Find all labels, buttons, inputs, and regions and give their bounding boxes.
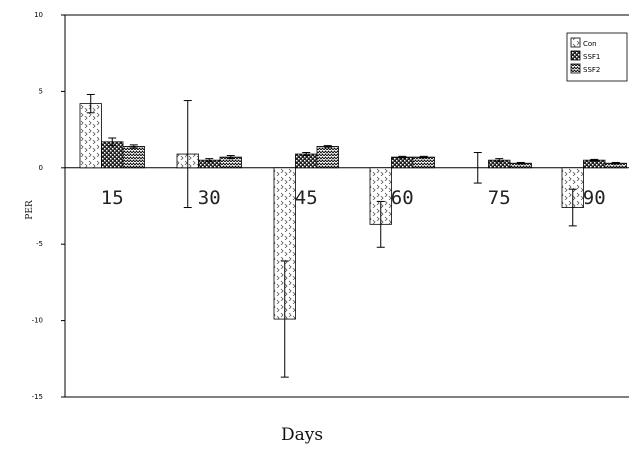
y-tick-label: -5	[36, 240, 43, 248]
bar-ssf1-60	[391, 156, 414, 169]
legend-label-con: Con	[583, 40, 597, 48]
category-label: 75	[488, 187, 511, 209]
bar-ssf1-45	[295, 153, 318, 169]
error-bars	[86, 93, 620, 378]
category-label: 30	[198, 187, 221, 209]
y-tick-label: 5	[39, 87, 43, 95]
axes	[64, 14, 629, 398]
legend-label-ssf1: SSF1	[583, 53, 600, 61]
category-label: 90	[583, 187, 606, 209]
bars	[79, 103, 627, 320]
category-label: 60	[391, 187, 414, 209]
bar-ssf2-45	[316, 146, 339, 169]
legend-swatch-con	[570, 37, 581, 48]
category-label: 45	[295, 187, 318, 209]
bar-ssf2-60	[412, 156, 435, 169]
y-tick-label: 0	[39, 164, 43, 172]
category-label: 15	[101, 187, 124, 209]
y-tick-label: -10	[32, 317, 43, 325]
y-tick-label: -15	[32, 393, 43, 401]
legend-swatch-ssf1	[570, 50, 581, 61]
legend: Con SSF1 SSF2	[566, 32, 628, 82]
category-labels: 15 30 45 60 75 90	[101, 187, 606, 209]
legend-swatch-ssf2	[570, 63, 581, 74]
y-ticks: 10 5 0 -5 -10 -15	[32, 11, 65, 401]
y-tick-label: 10	[34, 11, 43, 19]
bar-ssf2-15	[122, 146, 145, 169]
x-axis-title: Days	[281, 425, 323, 445]
legend-label-ssf2: SSF2	[583, 66, 600, 74]
y-axis-title: PER	[25, 200, 35, 220]
